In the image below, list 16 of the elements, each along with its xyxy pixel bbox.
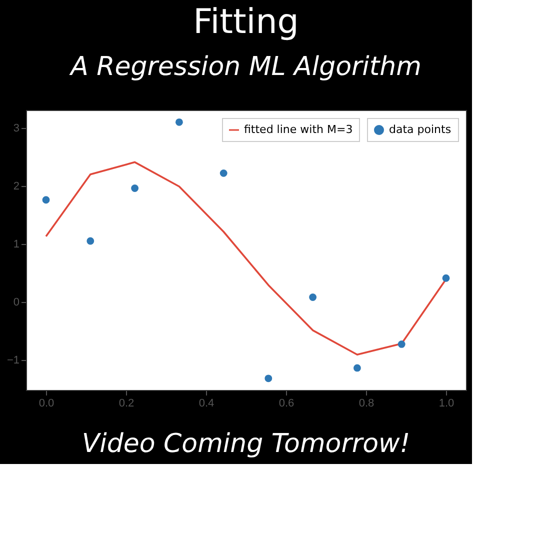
y-tick-label: 1	[13, 238, 20, 250]
legend-label: data points	[389, 123, 452, 136]
x-tick-label: 1.0	[438, 398, 454, 410]
x-tick-label: 0.0	[38, 398, 54, 410]
legend-label: fitted line with M=3	[244, 123, 353, 136]
y-tick-label: −1	[6, 354, 20, 366]
x-tick-label: 0.2	[118, 398, 134, 410]
y-tick-label: 0	[13, 296, 20, 308]
y-tick-label: 3	[13, 122, 20, 134]
x-tick-label: 0.8	[358, 398, 374, 410]
chart-title: Fitting	[193, 2, 299, 42]
y-tick-label: 2	[13, 180, 20, 192]
x-tick-label: 0.6	[278, 398, 294, 410]
chart-subtitle: A Regression ML Algorithm	[68, 52, 422, 82]
text: Video Coming Tomorrow!	[82, 429, 410, 459]
x-tick-label: 0.4	[198, 398, 214, 410]
